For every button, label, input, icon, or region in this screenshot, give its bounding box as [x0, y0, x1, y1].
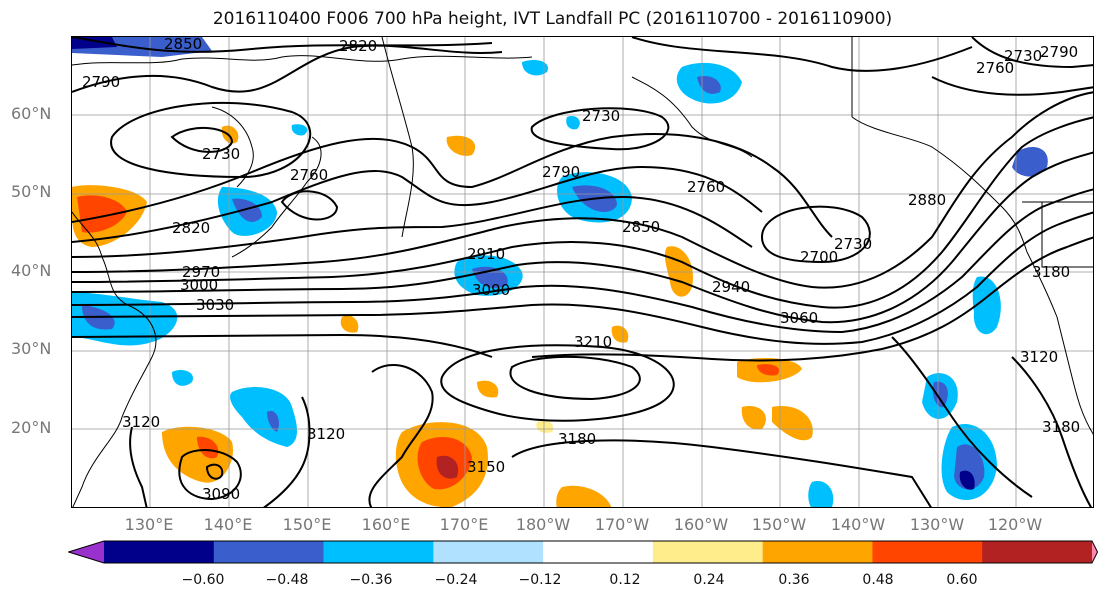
colorbar-tick-label: 0.24 — [693, 572, 725, 588]
contour-label: 3180 — [558, 430, 596, 448]
colorbar-segment — [433, 541, 544, 563]
colorbar-segment — [762, 541, 873, 563]
colorbar-tick-label: −0.12 — [518, 572, 562, 588]
colorbar-segment — [213, 541, 325, 563]
lon-label: 120°W — [987, 515, 1043, 534]
contour-label: 2790 — [542, 163, 580, 181]
contour-label: 3120 — [307, 425, 345, 443]
lat-label: 30°N — [11, 339, 52, 358]
lon-label: 150°W — [751, 515, 807, 534]
contour-label: 2730 — [834, 235, 872, 253]
contour-labels: 2850 2820 2790 2730 2760 2730 2790 2760 … — [82, 37, 1080, 503]
contour-label: 3090 — [472, 281, 510, 299]
colorbar-tick-label: −0.60 — [181, 572, 225, 588]
lon-label: 130°W — [909, 515, 965, 534]
graticule — [72, 37, 1093, 507]
lat-label: 40°N — [11, 261, 52, 280]
contour-label: 2760 — [687, 178, 725, 196]
colorbar-tick-label: 0.36 — [778, 572, 810, 588]
colorbar-tick-label: −0.24 — [434, 572, 478, 588]
lon-label: 130°E — [124, 515, 174, 534]
contour-label: 2760 — [976, 59, 1014, 77]
contour-label: 3120 — [122, 413, 160, 431]
contour-label: 3030 — [196, 296, 234, 314]
contour-label: 3090 — [202, 485, 240, 503]
colorbar-segment — [543, 541, 654, 563]
lon-label: 180°W — [515, 515, 571, 534]
contour-label: 2730 — [1004, 47, 1042, 65]
contour-label: 2910 — [467, 245, 505, 263]
contour-label: 2820 — [172, 219, 210, 237]
contour-label: 3210 — [574, 333, 612, 351]
contour-label: 2700 — [800, 248, 838, 266]
colorbar — [68, 540, 1098, 564]
colorbar-segment — [323, 541, 434, 563]
contour-label: 3180 — [1032, 263, 1070, 281]
colorbar-tick-label: −0.48 — [265, 572, 309, 588]
contour-label: 3150 — [467, 458, 505, 476]
lat-label: 50°N — [11, 182, 52, 201]
colorbar-tick-label: −0.36 — [349, 572, 393, 588]
height-contours — [72, 37, 1093, 507]
contour-label: 3000 — [180, 276, 218, 294]
map-panel: 2850 2820 2790 2730 2760 2730 2790 2760 … — [71, 36, 1094, 508]
lon-label: 150°E — [282, 515, 332, 534]
contour-label: 3120 — [1020, 348, 1058, 366]
colorbar-segment — [872, 541, 983, 563]
colorbar-tick-label: 0.60 — [946, 572, 978, 588]
map-canvas: 2850 2820 2790 2730 2760 2730 2790 2760 … — [72, 37, 1093, 507]
colorbar-segment — [104, 541, 215, 563]
colorbar-segment — [1092, 541, 1098, 563]
contour-label: 2940 — [712, 278, 750, 296]
contour-label: 3180 — [1042, 418, 1080, 436]
contour-label: 2730 — [202, 145, 240, 163]
contour-label: 2760 — [290, 166, 328, 184]
colorbar-tick-label: 0.48 — [862, 572, 894, 588]
colorbar-segment — [68, 541, 104, 563]
colorbar-segment — [652, 541, 764, 563]
lat-label: 20°N — [11, 418, 52, 437]
lat-label: 60°N — [11, 104, 52, 123]
lon-label: 160°W — [673, 515, 729, 534]
colorbar-segment — [982, 541, 1093, 563]
lon-label: 140°E — [203, 515, 253, 534]
contour-label: 2730 — [582, 107, 620, 125]
contour-label: 2790 — [82, 73, 120, 91]
contour-label: 2880 — [908, 191, 946, 209]
contour-label: 3060 — [780, 309, 818, 327]
lon-label: 160°E — [361, 515, 411, 534]
contour-label: 2850 — [164, 37, 202, 53]
lon-label: 170°E — [439, 515, 489, 534]
contour-label: 2850 — [622, 218, 660, 236]
contour-label: 2820 — [339, 37, 377, 55]
contour-label: 2970 — [182, 263, 220, 281]
colorbar-tick-label: 0.12 — [609, 572, 641, 588]
lon-label: 140°W — [830, 515, 886, 534]
map-title: 2016110400 F006 700 hPa height, IVT Land… — [212, 9, 893, 29]
lon-label: 170°W — [594, 515, 650, 534]
contour-label: 2790 — [1040, 43, 1078, 61]
